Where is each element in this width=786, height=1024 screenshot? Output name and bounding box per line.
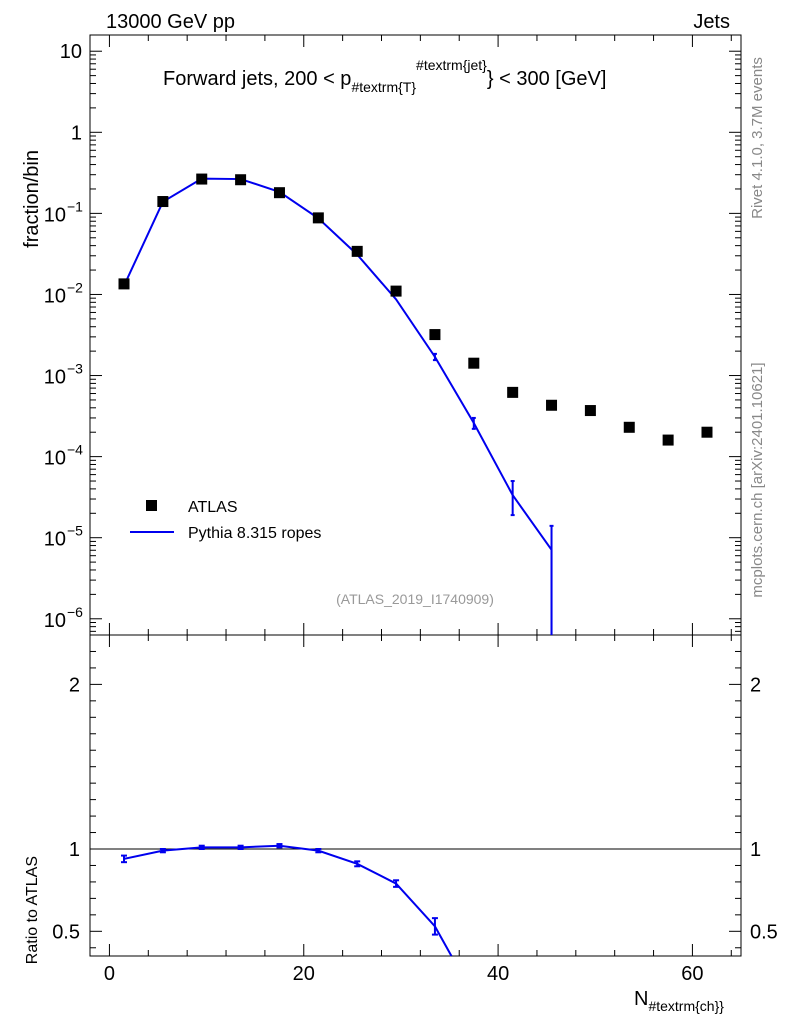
x-label-main: N xyxy=(634,988,648,1010)
legend-pythia-label: Pythia 8.315 ropes xyxy=(188,525,321,542)
legend-atlas-label: ATLAS xyxy=(188,499,238,516)
y-tick-exponent: −2 xyxy=(67,279,83,295)
x-tick-label: 60 xyxy=(681,963,703,985)
atlas-point xyxy=(157,196,169,208)
y-tick-exponent: −4 xyxy=(67,442,83,458)
x-tick-label: 0 xyxy=(104,963,115,985)
ratio-tick-label: 2 xyxy=(69,674,80,696)
mcplots-label: mcplots.cern.ch [arXiv:2401.10621] xyxy=(749,362,766,597)
ratio-tick-label-right: 0.5 xyxy=(750,921,778,943)
data-layer xyxy=(118,173,713,957)
atlas-point xyxy=(701,426,713,438)
ratio-frame xyxy=(89,634,742,957)
plot-title: Forward jets, 200 < p#textrm{T}#textrm{j… xyxy=(163,57,606,95)
header-energy: 13000 GeV pp xyxy=(106,11,235,33)
y-tick-exponent: −5 xyxy=(67,523,83,539)
x-axis-label: N#textrm{ch}} xyxy=(634,988,724,1014)
x-label-sub-close: } xyxy=(719,998,724,1014)
atlas-point xyxy=(507,386,519,398)
analysis-label: (ATLAS_2019_I1740909) xyxy=(336,591,494,607)
legend-atlas-marker xyxy=(146,500,157,511)
header-jets: Jets xyxy=(693,11,730,33)
y-tick-label: 10 xyxy=(44,448,66,470)
atlas-point xyxy=(429,329,441,341)
atlas-point xyxy=(351,245,363,257)
y-tick-label: 10 xyxy=(44,610,66,632)
atlas-point xyxy=(235,174,247,186)
y-axis-label: fraction/bin xyxy=(21,150,43,248)
atlas-point xyxy=(584,405,596,417)
x-label-sub: #textrm{ch} xyxy=(648,998,719,1014)
atlas-point xyxy=(623,421,635,433)
atlas-point xyxy=(390,285,402,297)
x-tick-labels: 0 20 40 60 xyxy=(104,963,704,985)
atlas-point xyxy=(468,357,480,369)
y-tick-exponent: −1 xyxy=(67,198,83,214)
y-tick-label: 10 xyxy=(44,285,66,307)
atlas-point xyxy=(118,278,130,290)
ratio-y-axis-label: Ratio to ATLAS xyxy=(24,856,41,964)
title-main: Forward jets, 200 < p xyxy=(163,68,351,90)
rivet-label: Rivet 4.1.0, 3.7M events xyxy=(749,57,766,219)
ratio-axes: 2 2 1 1 0.5 0.5 xyxy=(52,634,778,956)
y-tick-label: 1 xyxy=(71,122,82,144)
pythia-line xyxy=(123,177,553,635)
title-sup-close: } xyxy=(482,57,487,73)
main-frame xyxy=(89,34,742,636)
atlas-point xyxy=(312,212,324,224)
atlas-point xyxy=(196,173,208,185)
title-sub-close: } xyxy=(411,79,416,95)
y-tick-label: 10 xyxy=(60,41,82,63)
atlas-point xyxy=(273,187,285,199)
title-close: } < 300 [GeV] xyxy=(487,68,607,90)
atlas-point xyxy=(662,434,674,446)
y-tick-exponent: −6 xyxy=(67,604,83,620)
x-tick-label: 40 xyxy=(487,963,509,985)
y-tick-label: 10 xyxy=(44,204,66,226)
atlas-point xyxy=(546,399,558,411)
y-tick-label: 10 xyxy=(44,367,66,389)
ratio-tick-label-right: 1 xyxy=(750,839,761,861)
x-tick-label: 20 xyxy=(293,963,315,985)
y-tick-label: 10 xyxy=(44,529,66,551)
ratio-tick-label-right: 2 xyxy=(750,674,761,696)
ratio-tick-label: 1 xyxy=(69,839,80,861)
ratio-line xyxy=(123,844,453,957)
y-tick-exponent: −3 xyxy=(67,361,83,377)
title-sub: #textrm{T xyxy=(351,79,411,95)
title-sup: #textrm{jet xyxy=(416,57,482,73)
ratio-tick-label: 0.5 xyxy=(52,921,80,943)
